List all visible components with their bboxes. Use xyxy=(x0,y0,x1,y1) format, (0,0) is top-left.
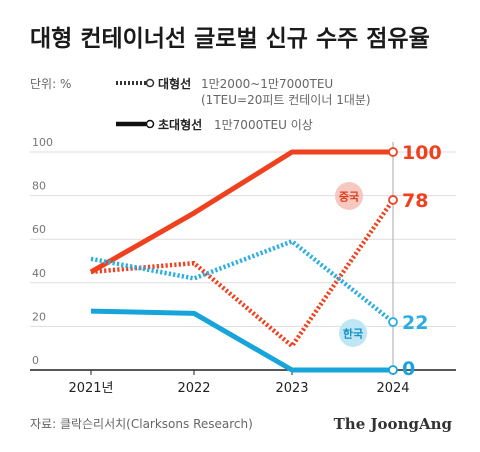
end-marker-korea-solid xyxy=(388,365,398,375)
series-line-korea-solid xyxy=(90,308,393,373)
x-tick-label-2: 2023 xyxy=(275,381,308,396)
legend-marker-solid xyxy=(145,119,155,129)
legend-marker-dotted xyxy=(145,78,155,88)
legend-name-dotted: 대형선 xyxy=(158,76,191,91)
legend-name-solid: 초대형선 xyxy=(158,117,202,132)
end-marker-china-dotted xyxy=(388,195,398,205)
end-marker-korea-dotted xyxy=(388,317,398,327)
y-tick-label-100: 100 xyxy=(32,136,53,149)
end-label-china-dotted: 78 xyxy=(402,190,428,212)
legend-desc-solid: 1만7000TEU 이상 xyxy=(214,118,313,132)
y-tick-label-20: 20 xyxy=(32,310,46,323)
x-tick-label-3: 2024 xyxy=(376,381,409,396)
end-label-china-solid: 100 xyxy=(402,142,442,164)
badge-korea-label: 한국 xyxy=(343,327,363,341)
unit-label: 단위: % xyxy=(30,77,71,91)
series-line-china-dotted xyxy=(90,198,395,349)
chart-title: 대형 컨테이너선 글로벌 신규 수주 점유율 xyxy=(30,26,430,52)
brand-logo: The JoongAng xyxy=(334,415,453,433)
end-label-korea-dotted: 22 xyxy=(402,312,428,334)
x-tick-label-0: 2021년 xyxy=(68,381,113,396)
y-tick-label-0: 0 xyxy=(32,354,39,367)
series-line-china-solid xyxy=(89,149,393,275)
end-label-korea-solid: 0 xyxy=(402,358,415,380)
y-tick-label-40: 40 xyxy=(32,267,46,280)
badge-china-circle xyxy=(335,182,363,210)
source-label: 자료: 클락슨리서치(Clarksons Research) xyxy=(30,417,253,431)
end-marker-china-solid xyxy=(388,147,398,157)
badge-korea-circle xyxy=(339,319,367,347)
badge-china-label: 중국 xyxy=(339,191,359,204)
legend-desc2-dotted: (1TEU=20피트 컨테이너 1대분) xyxy=(201,93,371,107)
y-tick-label-80: 80 xyxy=(32,180,46,193)
x-tick-label-1: 2022 xyxy=(177,381,210,396)
legend-desc-dotted: 1만2000~1만7000TEU xyxy=(201,77,333,91)
y-tick-label-60: 60 xyxy=(32,223,46,236)
series-line-korea-dotted xyxy=(90,239,395,324)
